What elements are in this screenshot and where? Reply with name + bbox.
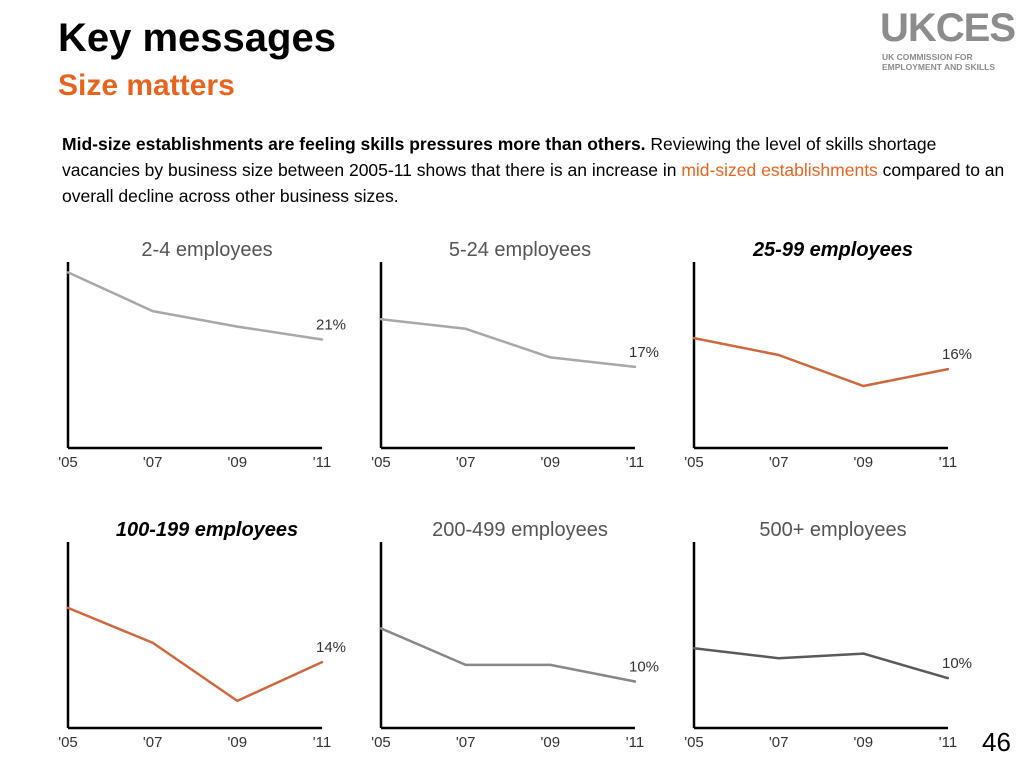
end-value-label: 10% xyxy=(629,659,659,676)
logo-wordmark: UKCES xyxy=(880,6,1016,50)
data-point xyxy=(66,271,70,274)
chart-title: 5-24 employees xyxy=(449,239,591,261)
x-tick-label: '05 xyxy=(58,454,78,471)
data-point xyxy=(379,318,383,321)
x-tick-label: '05 xyxy=(58,734,78,751)
x-tick-label: '05 xyxy=(371,734,391,751)
x-tick-label: '05 xyxy=(371,454,391,471)
end-value-label: 21% xyxy=(316,317,346,334)
x-tick-label: '09 xyxy=(541,734,561,751)
chart-100-199-employees: 100-199 employees '05 '07 '09 '11 14% xyxy=(52,512,372,768)
chart-svg: 100-199 employees '05 '07 '09 '11 14% xyxy=(58,519,346,751)
x-tick-label: '07 xyxy=(143,734,163,751)
page-title: Key messages xyxy=(58,16,336,60)
chart-title: 500+ employees xyxy=(759,519,906,541)
data-point xyxy=(66,606,70,610)
x-tick-label: '11 xyxy=(313,454,331,471)
logo-tagline-1: UK COMMISSION FOR xyxy=(882,52,973,62)
chart-title: 2-4 employees xyxy=(141,239,272,261)
chart-svg: 5-24 employees '05 '07 '09 '11 17% xyxy=(371,239,659,471)
data-point xyxy=(946,676,950,680)
data-point xyxy=(549,356,552,359)
x-tick-label: '07 xyxy=(456,454,476,471)
x-tick-label: '09 xyxy=(228,734,248,751)
chart-200-499-employees: 200-499 employees '05 '07 '09 '11 10% xyxy=(365,512,685,768)
series-line xyxy=(693,336,949,388)
series-line xyxy=(380,317,636,369)
x-tick-label: '11 xyxy=(626,454,644,471)
x-tick-label: '09 xyxy=(854,734,874,751)
intro-text-1: Reviewing the level of skills shortage v… xyxy=(62,134,937,180)
x-tick-label: '07 xyxy=(143,454,163,471)
x-tick-label: '05 xyxy=(684,734,704,751)
intro-lead: Mid-size establishments are feeling skil… xyxy=(62,134,646,154)
chart-svg: 25-99 employees '05 '07 '09 '11 16% xyxy=(684,239,972,471)
data-point xyxy=(151,309,154,313)
data-point xyxy=(862,384,865,388)
end-value-label: 17% xyxy=(629,344,659,361)
data-point xyxy=(549,663,552,667)
data-point xyxy=(862,652,865,655)
page-subtitle: Size matters xyxy=(58,69,235,102)
data-point xyxy=(379,627,383,630)
x-tick-label: '11 xyxy=(939,454,957,471)
data-point xyxy=(692,336,696,340)
data-point xyxy=(464,327,467,330)
x-tick-label: '09 xyxy=(228,454,248,471)
chart-title: 200-499 employees xyxy=(432,519,608,541)
data-point xyxy=(464,663,467,667)
data-point xyxy=(320,338,324,341)
chart-title: 25-99 employees xyxy=(752,239,913,261)
data-point xyxy=(236,699,239,703)
chart-svg: 200-499 employees '05 '07 '09 '11 10% xyxy=(371,519,659,751)
series-line xyxy=(380,627,636,683)
series-line xyxy=(67,606,323,703)
data-point xyxy=(236,325,239,328)
x-tick-label: '09 xyxy=(541,454,561,471)
data-point xyxy=(633,680,637,683)
intro-highlight: mid-sized establishments xyxy=(681,160,878,180)
intro-text-2: compared to an overall decline across ot… xyxy=(62,160,1005,206)
end-value-label: 10% xyxy=(942,655,972,672)
x-tick-label: '07 xyxy=(456,734,476,751)
chart-2-4-employees: 2-4 employees '05 '07 '09 '11 21% xyxy=(52,232,372,488)
chart-svg: 500+ employees '05 '07 '09 '11 10% xyxy=(684,519,972,751)
chart-500-plus-employees: 500+ employees '05 '07 '09 '11 10% xyxy=(678,512,998,768)
x-tick-label: '05 xyxy=(684,454,704,471)
data-point xyxy=(633,365,637,369)
end-value-label: 14% xyxy=(316,639,346,656)
x-tick-label: '09 xyxy=(854,454,874,471)
logo-tagline-2: EMPLOYMENT AND SKILLS xyxy=(882,62,996,72)
data-point xyxy=(692,647,696,650)
chart-25-99-employees: 25-99 employees '05 '07 '09 '11 16% xyxy=(678,232,998,488)
intro-paragraph: Mid-size establishments are feeling skil… xyxy=(62,131,1007,209)
end-value-label: 16% xyxy=(942,346,972,363)
x-tick-label: '11 xyxy=(313,734,331,751)
data-point xyxy=(946,367,950,371)
data-point xyxy=(320,660,324,664)
page-number: 46 xyxy=(982,727,1011,757)
data-point xyxy=(777,657,780,660)
chart-svg: 2-4 employees '05 '07 '09 '11 21% xyxy=(58,239,346,471)
series-line xyxy=(67,271,323,341)
x-tick-label: '11 xyxy=(939,734,957,751)
data-point xyxy=(151,641,154,644)
x-tick-label: '11 xyxy=(626,734,644,751)
ukces-logo: UKCES UK COMMISSION FOR EMPLOYMENT AND S… xyxy=(880,6,1016,76)
data-point xyxy=(777,353,780,357)
x-tick-label: '07 xyxy=(769,454,789,471)
chart-5-24-employees: 5-24 employees '05 '07 '09 '11 17% xyxy=(365,232,685,488)
x-tick-label: '07 xyxy=(769,734,789,751)
chart-title: 100-199 employees xyxy=(116,519,298,541)
series-line xyxy=(693,647,949,680)
